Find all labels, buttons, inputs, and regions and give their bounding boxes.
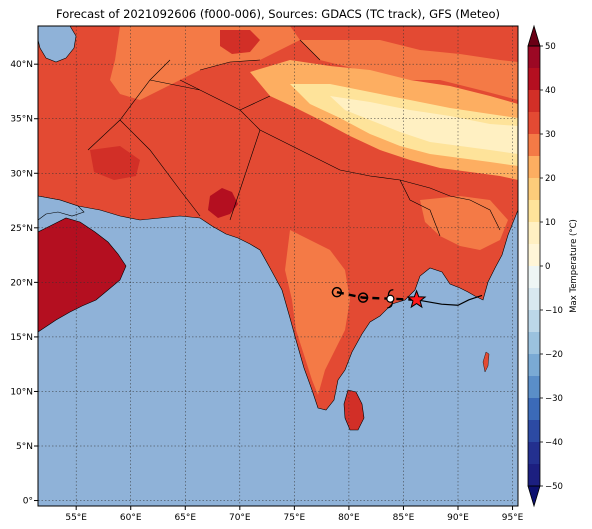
lat-tick-label: 5°N — [16, 442, 33, 452]
land-andaman — [482, 351, 490, 373]
colorbar-bin — [528, 112, 540, 134]
region-warm-bangladesh — [420, 196, 508, 250]
lon-tick-label: 55°E — [65, 513, 87, 523]
region-cold-tibet — [330, 96, 518, 154]
caspian-sea — [38, 26, 77, 63]
cyclone-arm — [387, 301, 393, 309]
cyclone-track — [331, 286, 483, 309]
colorbar-bin — [528, 134, 540, 156]
lat-tick-label: 10°N — [10, 387, 33, 397]
forecast-track-line — [416, 294, 483, 306]
land-oman — [38, 217, 127, 333]
colorbar-bin — [528, 90, 540, 112]
lon-tick-label: 80°E — [338, 513, 360, 523]
lat-tick-label: 35°N — [10, 115, 33, 125]
colorbar — [527, 24, 541, 508]
map-title: Forecast of 2021092606 (f000-006), Sourc… — [56, 7, 500, 21]
current-position-star-icon — [406, 289, 427, 309]
colorbar-tick-label: 0 — [545, 262, 550, 272]
colorbar-bin — [528, 156, 540, 178]
latitude-ticks: 0° 5°N 10°N 15°N 20°N 25°N 30°N 35°N 40°N — [10, 60, 38, 507]
region-hot-pakistan — [208, 188, 238, 218]
country-borders — [87, 39, 501, 237]
land-sri-lanka — [343, 389, 365, 431]
track-point-circle — [357, 292, 369, 303]
colorbar-bin — [528, 46, 540, 68]
colorbar-extend-high — [527, 24, 541, 47]
colorbar-label: Max Temperature (°C) — [569, 219, 579, 313]
colorbar-bin — [528, 442, 540, 464]
gridlines — [38, 26, 518, 506]
colorbar-bin — [528, 266, 540, 288]
colorbar-tick-label: −20 — [545, 350, 563, 360]
lon-tick-label: 60°E — [120, 513, 142, 523]
lat-tick-label: 15°N — [10, 333, 33, 343]
colorbar-tick-label: −10 — [545, 306, 563, 316]
colorbar-bin — [528, 398, 540, 420]
persian-gulf — [38, 195, 85, 221]
lat-tick-label: 25°N — [10, 224, 33, 234]
colorbar-tick-label: 30 — [545, 130, 556, 140]
colorbar-tick-label: 40 — [545, 86, 556, 96]
colorbar-bin — [528, 376, 540, 398]
colorbar-bin — [528, 68, 540, 90]
colorbar-tick-label: 10 — [545, 218, 556, 228]
colorbar-bin — [528, 310, 540, 332]
lat-tick-label: 30°N — [10, 169, 33, 179]
colorbar-extend-low — [527, 485, 541, 508]
colorbar-bin — [528, 464, 540, 486]
region-warm-india-south — [285, 230, 350, 395]
colorbar-tick-label: 20 — [545, 174, 556, 184]
region-warm-central-asia — [300, 40, 518, 100]
colorbar-bin — [528, 288, 540, 310]
lon-tick-label: 70°E — [229, 513, 251, 523]
map-area — [38, 26, 518, 506]
lat-tick-label: 20°N — [10, 278, 33, 288]
colorbar-ticks: 50 40 30 20 10 0 −10 −20 −30 −40 −50 — [540, 42, 563, 492]
colorbar-bin — [528, 420, 540, 442]
cyclone-arm — [387, 289, 394, 296]
longitude-ticks: 55°E 60°E 65°E 70°E 75°E 80°E 85°E 90°E 95°E — [65, 506, 524, 523]
lon-tick-label: 85°E — [393, 513, 415, 523]
lat-tick-label: 40°N — [10, 60, 33, 70]
cyclone-symbol-icon — [386, 294, 395, 303]
colorbar-tick-label: −50 — [545, 482, 563, 492]
colorbar-bin — [528, 354, 540, 376]
region-hot-tarim — [220, 30, 260, 54]
colorbar-bin — [528, 200, 540, 222]
lon-tick-label: 95°E — [502, 513, 524, 523]
lat-tick-label: 0° — [23, 497, 33, 507]
colorbar-tick-label: −30 — [545, 394, 563, 404]
colorbar-bin — [528, 332, 540, 354]
lon-tick-label: 65°E — [174, 513, 196, 523]
colorbar-tick-label: 50 — [545, 42, 556, 52]
past-track-line — [336, 291, 417, 302]
colorbar-bin — [528, 244, 540, 266]
region-hot-iran — [90, 146, 140, 180]
map-frame — [37, 25, 519, 507]
track-point-circle — [331, 286, 343, 298]
lon-tick-label: 75°E — [284, 513, 306, 523]
lon-tick-label: 90°E — [447, 513, 469, 523]
colorbar-bin — [528, 222, 540, 244]
colorbar-tick-label: −40 — [545, 438, 563, 448]
colorbar-bin — [528, 178, 540, 200]
